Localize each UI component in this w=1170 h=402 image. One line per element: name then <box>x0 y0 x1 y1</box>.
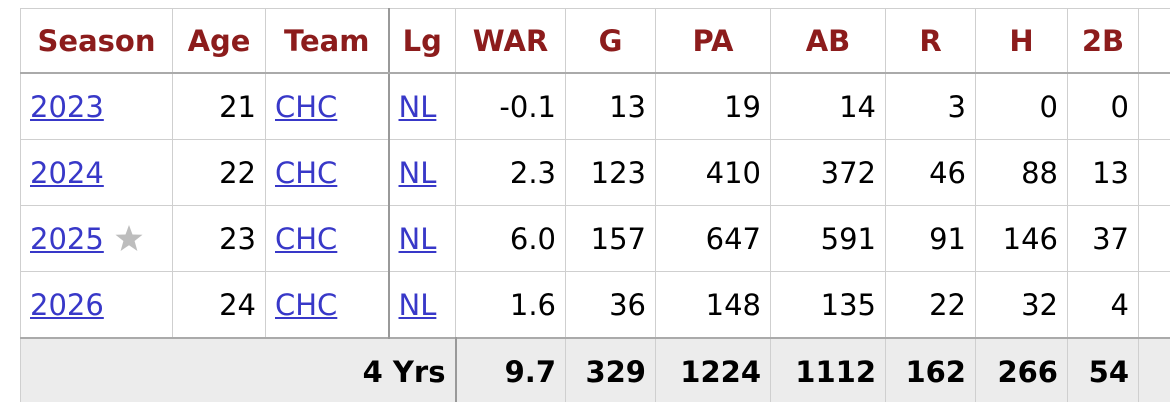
totals-cell: 329 <box>565 337 656 402</box>
data-row: 2023 21 CHC NL -0.1 13 19 14 3 0 0 <box>20 72 1170 140</box>
cell: 2025 <box>20 205 173 272</box>
cell: 2023 <box>20 72 173 140</box>
cell: 1.6 <box>455 271 566 339</box>
cell: 22 <box>172 139 266 206</box>
column-header: Team <box>265 8 390 74</box>
cell: NL <box>388 72 456 140</box>
cell: 123 <box>565 139 656 206</box>
cell-link[interactable]: NL <box>398 221 437 256</box>
stats-table: Season Age Team Lg WAR G PA AB R H 2B 2023 21 CHC NL -… <box>20 8 1170 402</box>
cell: -0.1 <box>455 72 566 140</box>
cell: 2.3 <box>455 139 566 206</box>
cell: 0 <box>1067 72 1139 140</box>
cell: 2026 <box>20 271 173 339</box>
cell: 19 <box>655 72 771 140</box>
cell-link[interactable]: CHC <box>275 89 338 124</box>
cell: 13 <box>565 72 656 140</box>
cell: 146 <box>975 205 1068 272</box>
column-header: Age <box>172 8 266 74</box>
cell: 14 <box>770 72 886 140</box>
cell: 23 <box>172 205 266 272</box>
cell-link[interactable]: CHC <box>275 155 338 190</box>
star-icon <box>115 224 143 251</box>
cell: 135 <box>770 271 886 339</box>
cell: 410 <box>655 139 771 206</box>
cell: 591 <box>770 205 886 272</box>
totals-cell: 1112 <box>770 337 886 402</box>
cell: 647 <box>655 205 771 272</box>
cell: 157 <box>565 205 656 272</box>
cell: CHC <box>265 72 390 140</box>
cell: 2024 <box>20 139 173 206</box>
cell: 22 <box>885 271 976 339</box>
cell: 91 <box>885 205 976 272</box>
cell: 148 <box>655 271 771 339</box>
column-header: PA <box>655 8 771 74</box>
column-header: Season <box>20 8 173 74</box>
star-shape <box>115 224 143 251</box>
column-header: WAR <box>455 8 566 74</box>
data-row: 2026 24 CHC NL 1.6 36 148 135 22 32 4 <box>20 271 1170 339</box>
totals-cell: 266 <box>975 337 1068 402</box>
cell-cut <box>1138 205 1170 272</box>
cell-link[interactable]: 2025 <box>30 221 104 256</box>
cell-link[interactable]: CHC <box>275 287 338 322</box>
cell: CHC <box>265 271 390 339</box>
cell: NL <box>388 139 456 206</box>
cell: 0 <box>975 72 1068 140</box>
cell-link[interactable]: 2026 <box>30 287 104 322</box>
cell: 4 <box>1067 271 1139 339</box>
cell: 36 <box>565 271 656 339</box>
cell: CHC <box>265 205 390 272</box>
cell-link[interactable]: NL <box>398 89 437 124</box>
cell: 372 <box>770 139 886 206</box>
totals-label: 4 Yrs <box>20 337 457 402</box>
header-row: Season Age Team Lg WAR G PA AB R H 2B <box>20 8 1170 74</box>
cell-cut <box>1138 271 1170 339</box>
totals-cell: 162 <box>885 337 976 402</box>
cell-link[interactable]: NL <box>398 287 437 322</box>
data-row: 2025 23 CHC NL 6.0 157 647 591 91 146 37 <box>20 205 1170 272</box>
column-header: H <box>975 8 1068 74</box>
column-header: Lg <box>388 8 456 74</box>
cell: 3 <box>885 72 976 140</box>
totals-cell: 9.7 <box>455 337 566 402</box>
cell: 13 <box>1067 139 1139 206</box>
totals-cell: 54 <box>1067 337 1139 402</box>
cell-cut <box>1138 139 1170 206</box>
cell: 6.0 <box>455 205 566 272</box>
cell-link[interactable]: NL <box>398 155 437 190</box>
cell: 32 <box>975 271 1068 339</box>
cell-link[interactable]: 2023 <box>30 89 104 124</box>
cell: 88 <box>975 139 1068 206</box>
column-header: 2B <box>1067 8 1139 74</box>
table-container: Season Age Team Lg WAR G PA AB R H 2B 2023 21 CHC NL -… <box>20 8 1170 402</box>
data-row: 2024 22 CHC NL 2.3 123 410 372 46 88 13 <box>20 139 1170 206</box>
cell: 24 <box>172 271 266 339</box>
cell-link[interactable]: CHC <box>275 221 338 256</box>
cell: 37 <box>1067 205 1139 272</box>
totals-row: 4 Yrs 9.7 329 1224 1112 162 266 54 <box>20 337 1170 402</box>
column-header: AB <box>770 8 886 74</box>
cell: 46 <box>885 139 976 206</box>
cell: 21 <box>172 72 266 140</box>
column-header: R <box>885 8 976 74</box>
column-header-cut <box>1138 8 1170 74</box>
cell-cut <box>1138 72 1170 140</box>
cell-link[interactable]: 2024 <box>30 155 104 190</box>
table-body: 2023 21 CHC NL -0.1 13 19 14 3 0 0 2024 22 CHC NL 2.3 12… <box>20 72 1170 402</box>
cell: NL <box>388 205 456 272</box>
cell-cut <box>1138 337 1170 402</box>
cell: NL <box>388 271 456 339</box>
cell: CHC <box>265 139 390 206</box>
totals-cell: 1224 <box>655 337 771 402</box>
column-header: G <box>565 8 656 74</box>
